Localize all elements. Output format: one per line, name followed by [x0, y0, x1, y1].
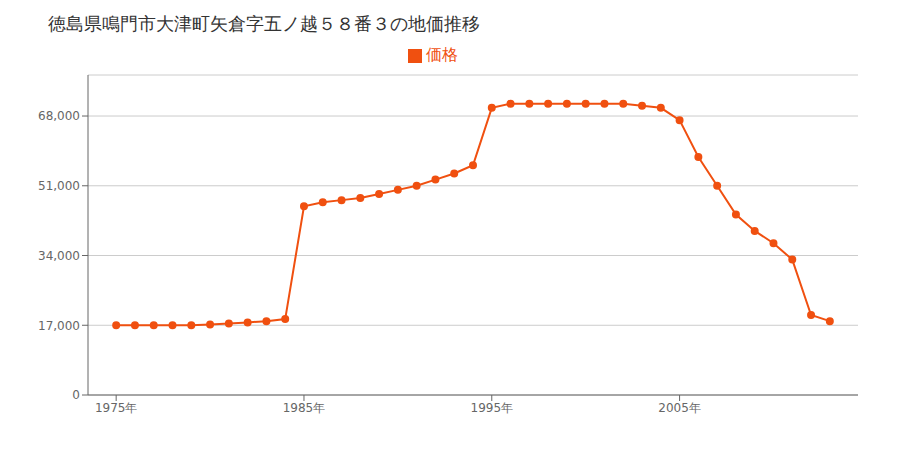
svg-text:1985年: 1985年 — [283, 401, 326, 415]
svg-text:1995年: 1995年 — [471, 401, 514, 415]
svg-text:1975年: 1975年 — [95, 401, 138, 415]
html-text:価格: 価格 — [426, 45, 458, 64]
svg-text:17,000: 17,000 — [38, 319, 80, 333]
svg-text:2005年: 2005年 — [658, 401, 701, 415]
svg-text:68,000: 68,000 — [38, 109, 80, 123]
svg-text:34,000: 34,000 — [38, 249, 80, 263]
svg-text:0: 0 — [72, 388, 80, 402]
html-text:徳島県鳴門市大津町矢倉字五ノ越５８番３の地価推移: 徳島県鳴門市大津町矢倉字五ノ越５８番３の地価推移 — [48, 13, 480, 34]
svg-text:51,000: 51,000 — [38, 179, 80, 193]
